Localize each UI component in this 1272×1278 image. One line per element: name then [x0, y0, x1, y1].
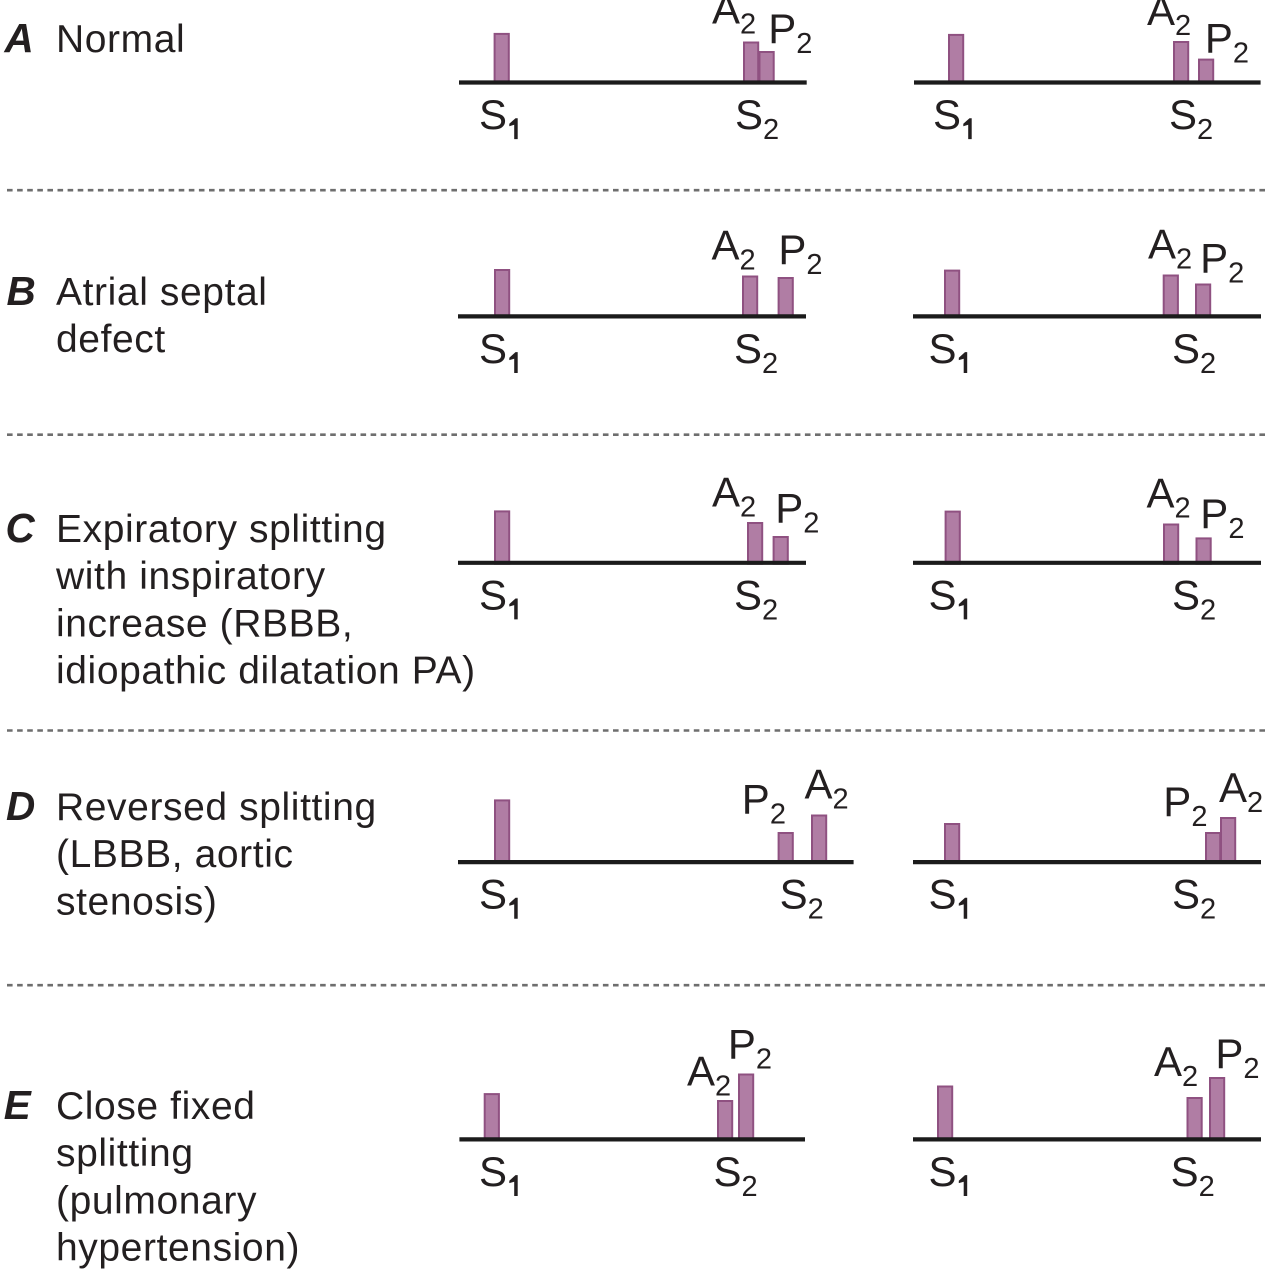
- svg-text:increase (RBBB,: increase (RBBB,: [56, 602, 353, 645]
- svg-text:(pulmonary: (pulmonary: [56, 1179, 257, 1222]
- svg-text:with inspiratory: with inspiratory: [55, 555, 326, 598]
- svg-text:S: S: [479, 571, 507, 618]
- svg-text:Reversed splitting: Reversed splitting: [56, 786, 377, 829]
- svg-text:B: B: [7, 268, 36, 314]
- svg-text:A2: A2: [712, 469, 756, 524]
- svg-text:(LBBB, aortic: (LBBB, aortic: [56, 833, 294, 876]
- svg-text:defect: defect: [56, 318, 166, 361]
- svg-text:E: E: [4, 1082, 33, 1128]
- svg-text:S: S: [929, 571, 957, 618]
- svg-text:S2: S2: [1169, 91, 1213, 146]
- svg-text:A: A: [4, 15, 34, 61]
- svg-text:stenosis): stenosis): [56, 880, 217, 923]
- svg-text:C: C: [6, 505, 36, 551]
- svg-text:S: S: [479, 871, 507, 918]
- svg-text:S: S: [929, 871, 957, 918]
- svg-text:S: S: [479, 325, 507, 372]
- svg-text:S: S: [479, 91, 507, 138]
- svg-text:idiopathic dilatation PA): idiopathic dilatation PA): [56, 650, 476, 693]
- svg-text:hypertension): hypertension): [56, 1227, 300, 1270]
- svg-text:S: S: [929, 325, 957, 372]
- svg-text:Close fixed: Close fixed: [56, 1085, 256, 1128]
- svg-text:D: D: [6, 783, 35, 829]
- svg-text:S: S: [933, 91, 961, 138]
- svg-text:S: S: [479, 1148, 507, 1195]
- svg-text:splitting: splitting: [56, 1132, 194, 1175]
- svg-text:Expiratory splitting: Expiratory splitting: [56, 508, 387, 551]
- svg-text:S: S: [929, 1148, 957, 1195]
- svg-text:S2: S2: [1171, 1148, 1215, 1203]
- svg-text:Normal: Normal: [56, 18, 185, 61]
- svg-text:Atrial septal: Atrial septal: [56, 271, 268, 314]
